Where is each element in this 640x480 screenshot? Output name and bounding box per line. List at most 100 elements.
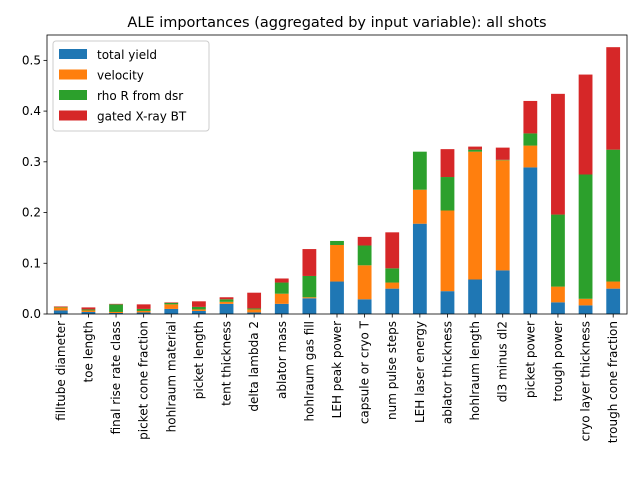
bar-segment xyxy=(578,74,593,175)
bar-segment xyxy=(247,308,262,310)
legend-swatch xyxy=(59,110,87,121)
bar-segment xyxy=(523,167,538,314)
bar-segment xyxy=(53,306,68,308)
x-tick-label: delta lambda 2 xyxy=(247,321,261,412)
legend-label: gated X-ray BT xyxy=(97,110,187,124)
bars-group xyxy=(53,47,621,314)
bar-segment xyxy=(468,279,482,314)
bar-segment xyxy=(606,288,621,314)
axes-group: 0.0 0.1 0.2 0.3 0.4 0.5 filltube diameter toe l… xyxy=(22,34,628,443)
x-tick-label: num pulse steps xyxy=(385,321,399,420)
bar-segment xyxy=(385,288,400,314)
x-tick-label: dl3 minus dl2 xyxy=(496,321,510,402)
bar-segment xyxy=(247,312,262,314)
bar-segment xyxy=(357,236,372,246)
bar-segment xyxy=(606,281,621,289)
bar-segment xyxy=(109,312,123,314)
x-tick-label: hohlraum material xyxy=(164,321,178,432)
x-tick-label: LEH laser energy xyxy=(413,321,427,423)
bar-segment xyxy=(551,93,565,215)
bar-segment xyxy=(357,299,372,314)
bar-segment xyxy=(53,306,68,307)
bar-segment xyxy=(523,133,538,146)
y-tick-label: 0.1 xyxy=(22,256,41,270)
legend-swatch xyxy=(59,69,87,80)
bar-segment xyxy=(274,282,289,294)
bar-segment xyxy=(468,149,482,152)
bar-segment xyxy=(219,301,234,304)
bar-segment xyxy=(302,297,317,299)
x-tick-label: hohlraum gas fill xyxy=(302,321,316,422)
bar-segment xyxy=(136,308,151,311)
bar-segment xyxy=(274,303,289,314)
bar-segment xyxy=(53,310,68,314)
bar-segment xyxy=(192,301,206,307)
bar-segment xyxy=(495,159,510,161)
legend-label: rho R from dsr xyxy=(97,89,183,103)
bar-segment xyxy=(606,47,621,150)
legend-label: velocity xyxy=(97,69,144,83)
bar-segment xyxy=(247,292,262,309)
bar-segment xyxy=(192,310,206,314)
bar-segment xyxy=(495,270,510,314)
bar-segment xyxy=(330,240,344,246)
legend-swatch xyxy=(59,49,87,59)
bar-segment xyxy=(440,177,455,211)
bar-segment xyxy=(302,249,317,276)
bar-segment xyxy=(302,275,317,298)
bar-segment xyxy=(192,306,206,310)
bar-segment xyxy=(109,303,123,305)
bar-segment xyxy=(357,265,372,300)
legend-label: total yield xyxy=(97,48,157,62)
bar-segment xyxy=(219,303,234,314)
bar-segment xyxy=(81,309,96,311)
bar-segment xyxy=(551,286,565,303)
bar-segment xyxy=(81,311,96,314)
bar-segment xyxy=(136,304,151,309)
y-tick-label: 0.5 xyxy=(22,53,41,67)
x-tick-label: trough power xyxy=(551,321,565,402)
x-tick-label: cryo layer thickness xyxy=(579,321,593,441)
x-tick-label: picket power xyxy=(523,321,537,398)
x-tick-label: tent thickness xyxy=(220,321,234,406)
bar-segment xyxy=(247,309,262,313)
bar-segment xyxy=(523,100,538,134)
bar-segment xyxy=(136,310,151,313)
x-tick-label: LEH peak power xyxy=(330,321,344,418)
bar-segment xyxy=(274,278,289,283)
legend-box xyxy=(52,40,210,132)
bar-segment xyxy=(219,297,234,300)
bar-segment xyxy=(136,312,151,314)
bar-segment xyxy=(468,151,482,280)
bar-segment xyxy=(357,245,372,266)
y-tick-label: 0.2 xyxy=(22,206,41,220)
bar-segment xyxy=(551,302,565,314)
bar-segment xyxy=(495,147,510,160)
bar-segment xyxy=(302,298,317,314)
x-tick-label: final rise rate class xyxy=(109,321,123,434)
y-tick-label: 0.0 xyxy=(22,307,41,321)
bar-segment xyxy=(412,223,427,314)
bar-segment xyxy=(412,151,427,190)
legend-swatch xyxy=(59,90,87,100)
bar-segment xyxy=(385,232,400,269)
bar-segment xyxy=(81,307,96,310)
bar-segment xyxy=(109,304,123,312)
bar-segment xyxy=(578,298,593,306)
bar-segment xyxy=(606,149,621,282)
bar-segment xyxy=(164,302,179,305)
y-tick-label: 0.3 xyxy=(22,155,41,169)
bar-segment xyxy=(330,281,344,314)
bar-segment xyxy=(440,149,455,178)
x-tick-label: ablator mass xyxy=(275,321,289,399)
legend: total yield velocity rho R from dsr gated X… xyxy=(52,40,210,132)
x-tick-label: capsule or cryo T xyxy=(358,320,372,424)
x-tick-label: trough cone fraction xyxy=(606,321,620,443)
x-tick-label: ablator thickness xyxy=(440,321,454,424)
y-tick-label: 0.4 xyxy=(22,104,41,118)
bar-segment xyxy=(109,311,123,313)
x-tick-label: hohlraum length xyxy=(468,321,482,421)
bar-segment xyxy=(440,210,455,292)
bar-segment xyxy=(412,189,427,224)
chart-title: ALE importances (aggregated by input var… xyxy=(127,15,546,31)
